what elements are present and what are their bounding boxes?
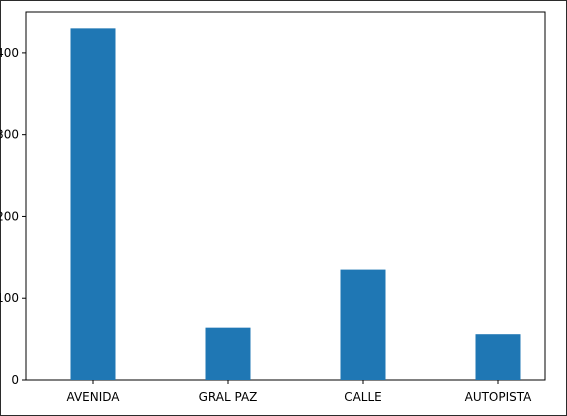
y-tick-label: 400 [0, 46, 19, 60]
bar-autopista [475, 334, 521, 380]
y-tick-label: 100 [0, 291, 19, 305]
x-tick-label: GRAL PAZ [199, 390, 258, 404]
x-axis: AVENIDA GRAL PAZ CALLE AUTOPISTA [67, 380, 533, 404]
bars-group [70, 28, 521, 380]
x-tick-label: AVENIDA [67, 390, 121, 404]
y-tick-label: 0 [11, 373, 19, 387]
bar-calle [340, 269, 386, 380]
y-tick-label: 300 [0, 128, 19, 142]
x-tick-label: AUTOPISTA [465, 390, 533, 404]
y-tick-label: 200 [0, 209, 19, 223]
bar-avenida [70, 28, 116, 380]
bar-gral-paz [205, 327, 251, 380]
y-axis: 0 100 200 300 400 [0, 46, 26, 387]
x-tick-label: CALLE [344, 390, 382, 404]
